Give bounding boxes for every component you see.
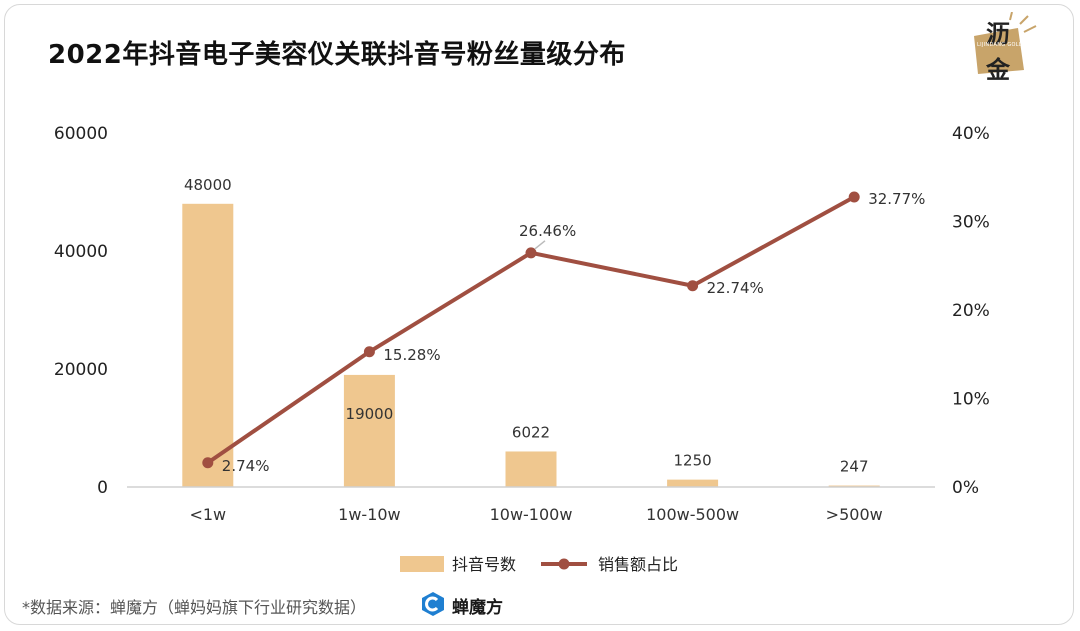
logo-char-2: 金	[986, 55, 1010, 84]
x-tick-label: >500w	[826, 505, 883, 524]
line-data-label: 32.77%	[868, 190, 925, 208]
chanmofang-logo-icon	[422, 592, 444, 616]
bar-data-label: 19000	[346, 405, 394, 423]
x-tick-label: 10w-100w	[490, 505, 573, 524]
label-leader-line	[534, 240, 546, 250]
logo-char-1: 沥	[986, 19, 1010, 48]
logo-english: LIJINDANG GOLD	[977, 42, 1023, 48]
line-point	[848, 191, 860, 203]
line-point	[525, 247, 537, 259]
y-left-tick-label: 0	[97, 478, 108, 498]
bar-data-label: 6022	[512, 423, 550, 441]
legend-line-marker	[558, 558, 570, 570]
legend-bar-swatch	[400, 556, 444, 572]
bar-data-label: 48000	[184, 176, 232, 194]
y-right-tick-label: 20%	[952, 301, 990, 321]
y-left-tick-label: 40000	[54, 242, 108, 262]
bar	[182, 203, 234, 488]
bar	[667, 479, 719, 487]
y-right-tick-label: 0%	[952, 478, 979, 498]
chart-frame	[4, 4, 1074, 625]
data-source-note: *数据来源：蝉魔方（蝉妈妈旗下行业研究数据）	[22, 598, 367, 617]
line-data-label: 26.46%	[519, 222, 576, 240]
line-point	[363, 346, 375, 358]
y-right-tick-label: 30%	[952, 213, 990, 233]
brand-name: 蝉魔方	[452, 598, 503, 618]
line-point	[687, 280, 699, 292]
legend-bar-label: 抖音号数	[452, 555, 516, 574]
lijin-logo: 沥 LIJINDANG GOLD 金	[966, 11, 1046, 86]
bar-data-label: 247	[840, 458, 869, 476]
brand-logo: 蝉魔方	[418, 589, 503, 623]
line-data-label: 2.74%	[222, 457, 270, 475]
bar	[505, 451, 557, 487]
y-right-tick-label: 10%	[952, 390, 990, 410]
y-left-tick-label: 20000	[54, 360, 108, 380]
y-right-tick-label: 40%	[952, 124, 990, 144]
line-data-label: 22.74%	[707, 279, 764, 297]
x-tick-label: <1w	[189, 505, 226, 524]
bar-data-label: 1250	[674, 452, 712, 470]
line-data-label: 15.28%	[383, 346, 440, 364]
bar	[343, 374, 395, 487]
y-left-tick-label: 60000	[54, 124, 108, 144]
chart-title: 2022年抖音电子美容仪关联抖音号粉丝量级分布	[48, 40, 626, 70]
x-tick-label: 100w-500w	[646, 505, 739, 524]
legend-line-label: 销售额占比	[598, 555, 678, 574]
line-point	[202, 457, 214, 469]
logo-mark-icon	[974, 11, 1037, 74]
x-tick-label: 1w-10w	[338, 505, 400, 524]
